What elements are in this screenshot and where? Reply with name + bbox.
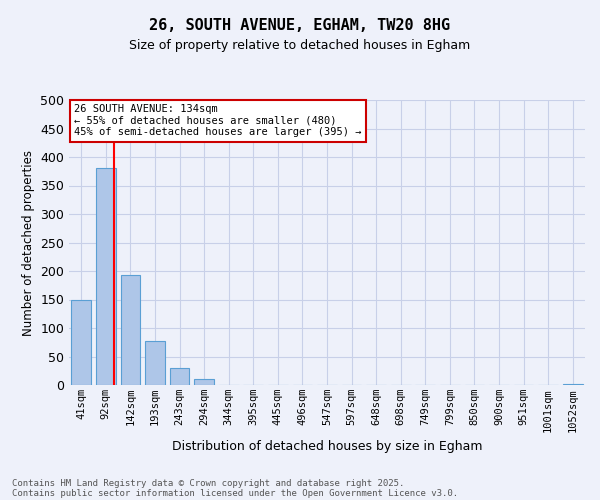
- Text: Contains HM Land Registry data © Crown copyright and database right 2025.: Contains HM Land Registry data © Crown c…: [12, 479, 404, 488]
- Bar: [121, 275, 140, 385]
- Text: Size of property relative to detached houses in Egham: Size of property relative to detached ho…: [130, 40, 470, 52]
- Bar: [170, 368, 190, 385]
- Bar: [563, 384, 583, 385]
- Bar: [194, 380, 214, 385]
- Text: Contains public sector information licensed under the Open Government Licence v3: Contains public sector information licen…: [12, 489, 458, 498]
- Text: 26 SOUTH AVENUE: 134sqm
← 55% of detached houses are smaller (480)
45% of semi-d: 26 SOUTH AVENUE: 134sqm ← 55% of detache…: [74, 104, 362, 138]
- Bar: [96, 168, 116, 385]
- Bar: [145, 340, 165, 385]
- Y-axis label: Number of detached properties: Number of detached properties: [22, 150, 35, 336]
- Bar: [71, 300, 91, 385]
- Text: 26, SOUTH AVENUE, EGHAM, TW20 8HG: 26, SOUTH AVENUE, EGHAM, TW20 8HG: [149, 18, 451, 32]
- X-axis label: Distribution of detached houses by size in Egham: Distribution of detached houses by size …: [172, 440, 482, 453]
